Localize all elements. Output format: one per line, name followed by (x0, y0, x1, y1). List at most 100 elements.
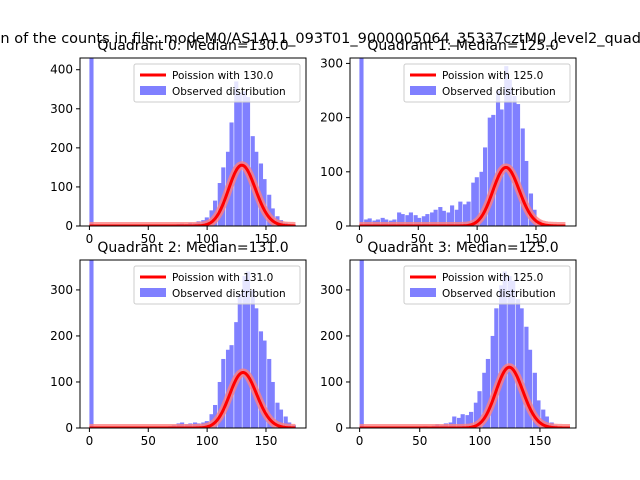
histogram-bar (495, 90, 501, 226)
histogram-bar (479, 171, 484, 226)
histogram-bar (512, 95, 517, 226)
x-tick-label: 50 (411, 232, 426, 246)
axes-frame (79, 57, 307, 227)
legend-observed-swatch (410, 86, 436, 95)
histogram-bar (425, 214, 430, 226)
legend-observed-swatch (140, 288, 166, 297)
histogram-bar (89, 260, 94, 428)
histogram-bar (491, 114, 496, 226)
legend-observed-label: Observed distribution (442, 86, 556, 98)
histogram-bar (466, 201, 471, 226)
histogram-bar (234, 81, 239, 226)
histogram-bar (359, 58, 364, 226)
x-tick-label: 0 (86, 232, 94, 246)
histogram-bar (515, 104, 521, 226)
x-tick-label: 150 (255, 434, 278, 448)
legend-poisson-label: Poission with 125.0 (442, 272, 543, 284)
histogram-bar (474, 177, 479, 226)
y-tick-label: 400 (50, 63, 73, 77)
histogram-bar (413, 215, 418, 226)
y-tick-label: 0 (65, 421, 73, 435)
quadrant-3-panel: 0 50 100 150 0 100 200 300 Quadrant 3: Median=12… (320, 240, 577, 448)
histogram-bar (433, 209, 438, 226)
y-tick-label: 0 (335, 421, 343, 435)
y-tick-label: 100 (50, 375, 73, 389)
histogram-bar (487, 117, 492, 226)
histogram-bar (221, 358, 226, 428)
histogram-bar (482, 372, 487, 428)
histogram-bar (237, 294, 242, 428)
histogram-bar (463, 204, 468, 226)
x-tick-label: 0 (356, 434, 364, 448)
legend-box (403, 265, 571, 305)
histogram-bar (456, 417, 462, 428)
histogram-bar (458, 201, 463, 226)
axes-frame (79, 259, 307, 429)
histogram-bar (483, 147, 488, 226)
histogram-bar (242, 91, 247, 226)
histogram-bar (275, 402, 280, 428)
histogram-bar (242, 276, 247, 428)
x-tick-label: 50 (141, 434, 156, 448)
poisson-curve-group (356, 363, 573, 428)
histogram-bar (450, 205, 455, 226)
panel-title: Quadrant 0: Median=130.0 (97, 38, 288, 54)
histogram-bar (485, 358, 491, 428)
histogram-bar (438, 207, 443, 226)
histogram-bar (397, 212, 402, 226)
figure-suptitle: Distribution of the counts in file: mode… (0, 31, 640, 47)
histogram-bar (536, 400, 541, 428)
y-tick-label: 200 (50, 329, 73, 343)
histogram-bar (524, 326, 529, 428)
histogram-bar (446, 212, 451, 226)
histogram-bar (258, 331, 264, 428)
histogram-bar (507, 79, 512, 226)
histogram-bar (262, 340, 267, 428)
legend: Poission with 125.0 Observed distribution (403, 63, 571, 103)
legend-observed-label: Observed distribution (172, 86, 286, 98)
y-tick-label: 300 (320, 56, 343, 70)
histogram-bar (502, 271, 507, 428)
histogram-bar (460, 414, 465, 428)
x-tick-label: 150 (255, 232, 278, 246)
poisson-curve-glow (356, 163, 569, 226)
histogram-bar (515, 299, 521, 428)
x-tick-label: 100 (196, 232, 219, 246)
histogram-bar (267, 358, 272, 428)
legend-box (403, 63, 571, 103)
histogram-bar (490, 335, 495, 428)
histogram-bar (454, 209, 459, 226)
histogram-bar (380, 217, 385, 226)
histogram-bar (217, 381, 222, 428)
histogram-bar (452, 416, 457, 428)
histogram-bar (541, 409, 546, 428)
histogram-bar (405, 215, 410, 226)
histogram-bar (507, 276, 512, 428)
legend-observed-swatch (140, 86, 166, 95)
legend-box (133, 63, 301, 103)
histogram-bar (524, 160, 529, 226)
x-tick-label: 100 (196, 434, 219, 448)
y-tick-label: 200 (320, 329, 343, 343)
quadrant-2-panel: 0 50 100 150 0 100 200 300 Quadrant 2: Median=13… (50, 240, 307, 448)
y-tick-label: 200 (320, 111, 343, 125)
legend-poisson-label: Poission with 130.0 (172, 70, 273, 82)
histogram-bar (465, 415, 470, 428)
histogram-bar (408, 212, 413, 226)
histogram-bar (89, 58, 94, 226)
y-tick-label: 100 (320, 165, 343, 179)
histogram-bar (430, 212, 435, 226)
histogram-bar (278, 409, 284, 428)
x-tick-label: 50 (412, 434, 427, 448)
histogram-bar (527, 349, 533, 428)
histogram-bar (359, 260, 364, 428)
axes-frame (349, 57, 577, 227)
y-tick-label: 200 (50, 141, 73, 155)
legend-poisson-label: Poission with 125.0 (442, 70, 543, 82)
axes-frame (349, 259, 577, 429)
histogram-bar (511, 280, 516, 428)
histogram-bar (421, 216, 426, 226)
panel-title: Quadrant 3: Median=125.0 (367, 240, 558, 256)
histogram-bar (499, 285, 504, 428)
